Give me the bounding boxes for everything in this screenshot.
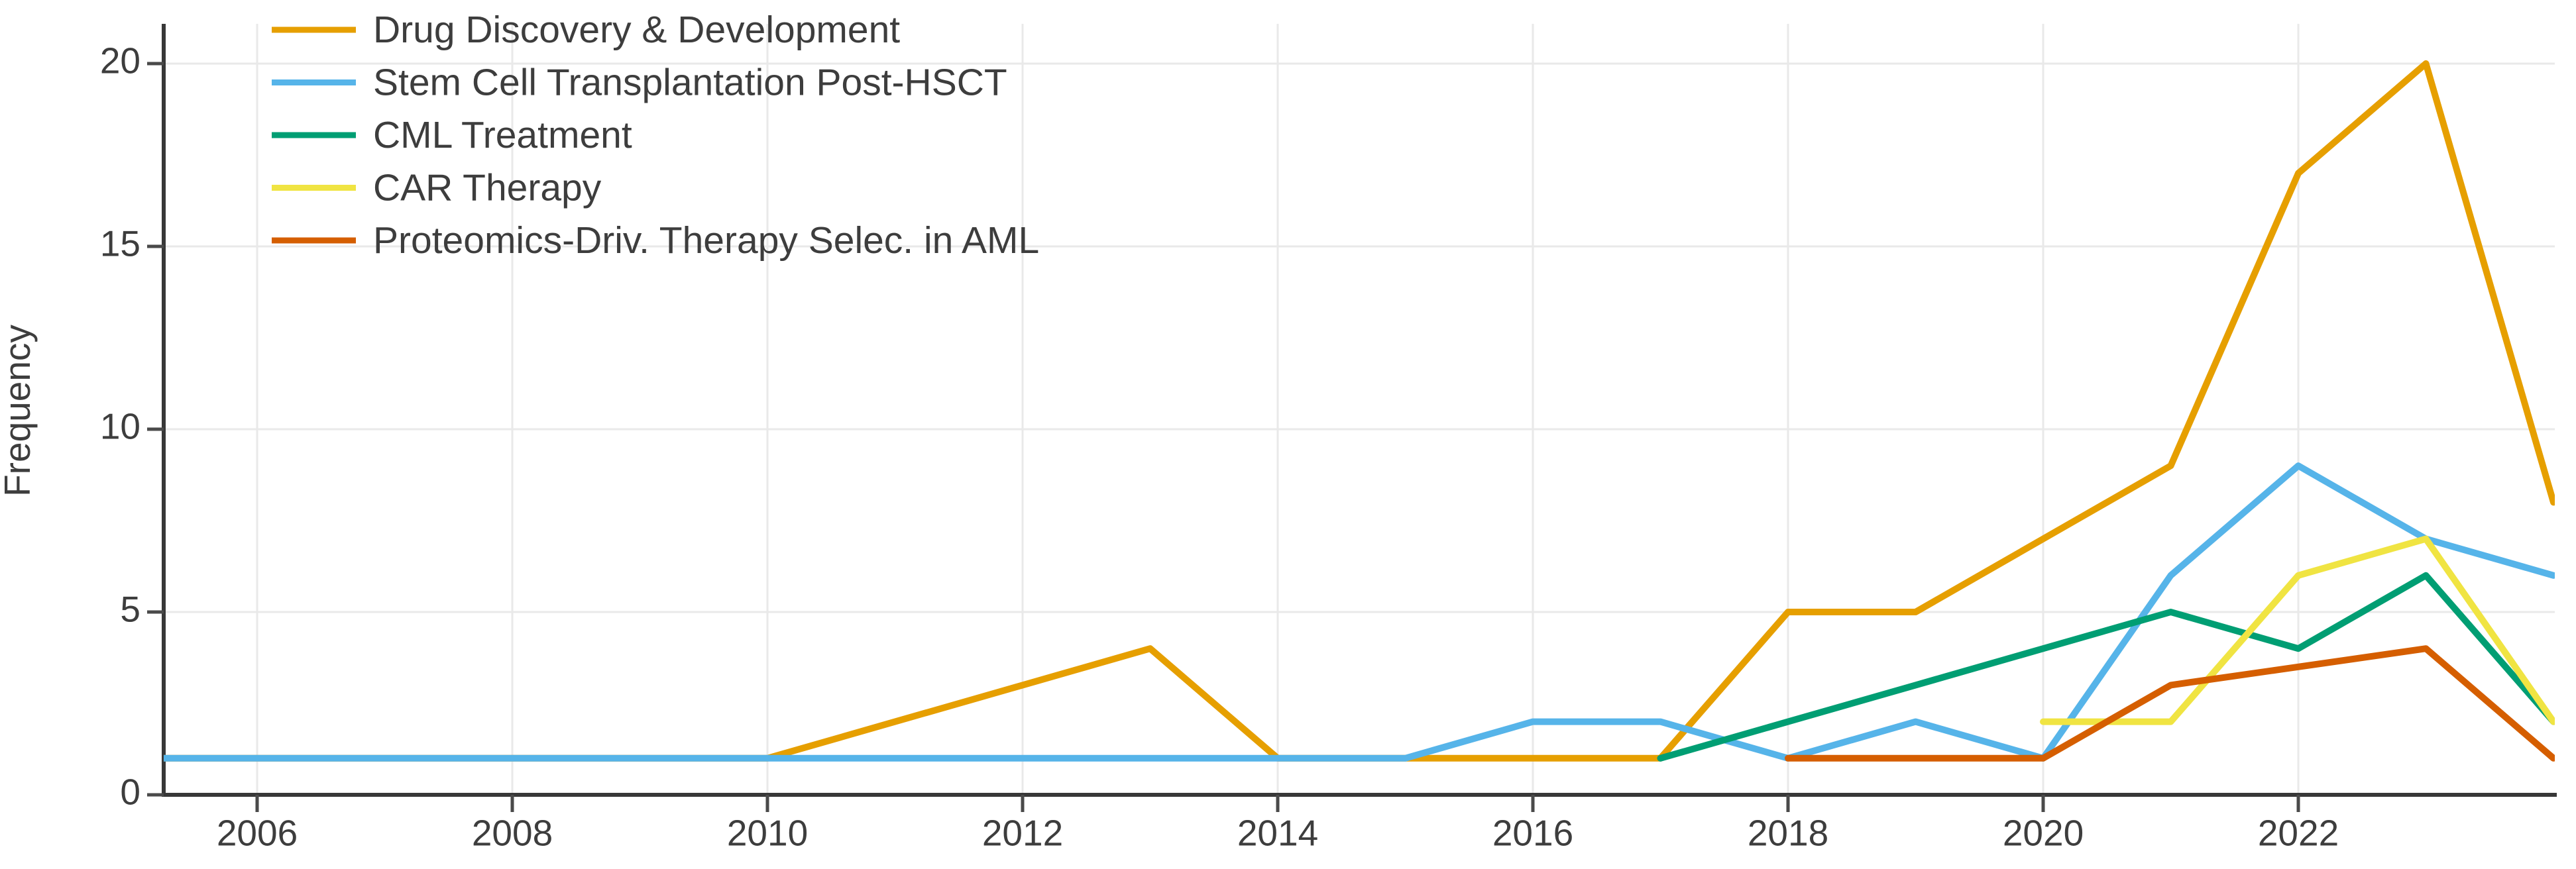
y-tick-label-0: 0 (120, 772, 140, 813)
x-tick-label-2016: 2016 (1492, 813, 1573, 854)
legend-label-proteomics-driv-therapy-selec-in-aml: Proteomics-Driv. Therapy Selec. in AML (373, 219, 1039, 262)
chart-legend: Drug Discovery & Development Stem Cell Tr… (272, 9, 1039, 262)
x-axis-ticks: 2006 2008 2010 2012 2014 2016 2018 2020 2022 (217, 795, 2339, 854)
x-tick-label-2020: 2020 (2003, 813, 2084, 854)
series-line-proteomics-driv-therapy-selec-in-aml (1785, 645, 2555, 762)
x-tick-label-2008: 2008 (472, 813, 553, 854)
legend-label-car-therapy: CAR Therapy (373, 167, 602, 209)
y-axis-title: Frequency (0, 325, 38, 497)
y-tick-label-15: 15 (100, 223, 140, 264)
legend-item-proteomics-driv-therapy-selec-in-aml: Proteomics-Driv. Therapy Selec. in AML (272, 219, 1039, 262)
x-tick-label-2012: 2012 (982, 813, 1063, 854)
series-line-car-therapy (2040, 535, 2555, 725)
series-line-stem-cell-transplantation-post-hsct (164, 462, 2555, 762)
gridlines (164, 24, 2555, 793)
legend-item-stem-cell-transplantation-post-hsct: Stem Cell Transplantation Post-HSCT (272, 62, 1007, 104)
legend-label-cml-treatment: CML Treatment (373, 114, 632, 156)
series-line-cml-treatment (1657, 572, 2555, 762)
y-axis-ticks: 0 5 10 15 20 (100, 40, 164, 813)
legend-item-cml-treatment: CML Treatment (272, 114, 632, 156)
x-tick-label-2022: 2022 (2258, 813, 2339, 854)
y-tick-label-5: 5 (120, 589, 140, 630)
y-tick-label-20: 20 (100, 40, 140, 81)
legend-label-drug-discovery-development: Drug Discovery & Development (373, 9, 900, 51)
x-tick-label-2014: 2014 (1237, 813, 1318, 854)
x-tick-label-2010: 2010 (727, 813, 808, 854)
data-series (164, 60, 2555, 762)
x-tick-label-2018: 2018 (1748, 813, 1828, 854)
legend-item-car-therapy: CAR Therapy (272, 167, 602, 209)
x-tick-label-2006: 2006 (217, 813, 298, 854)
axes (162, 24, 2557, 797)
y-tick-label-10: 10 (100, 406, 140, 447)
legend-label-stem-cell-transplantation-post-hsct: Stem Cell Transplantation Post-HSCT (373, 62, 1007, 104)
legend-item-drug-discovery-development: Drug Discovery & Development (272, 9, 900, 51)
